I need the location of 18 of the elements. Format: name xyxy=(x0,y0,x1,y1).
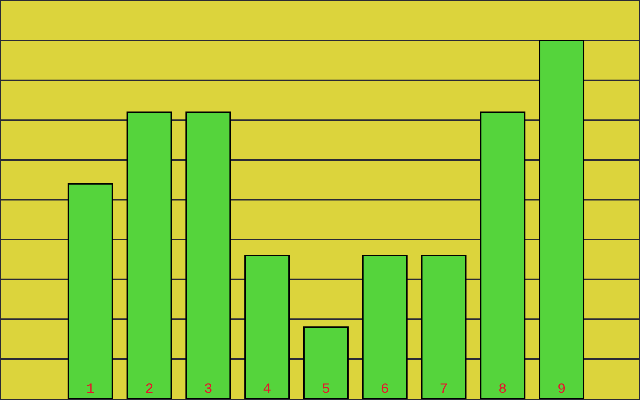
x-tick-label: 6 xyxy=(380,382,390,398)
x-tick-label: 5 xyxy=(322,382,330,398)
bar xyxy=(362,254,408,399)
bar xyxy=(244,254,290,399)
x-tick-label: 7 xyxy=(440,382,448,398)
bar xyxy=(68,183,114,399)
x-tick-label: 8 xyxy=(498,382,508,398)
x-tick-label: 2 xyxy=(145,382,154,398)
bar xyxy=(421,254,467,399)
x-tick-label: 3 xyxy=(204,382,213,398)
x-tick-label: 1 xyxy=(86,382,95,398)
bar xyxy=(480,112,526,399)
bar xyxy=(126,112,172,399)
bar xyxy=(539,40,585,399)
bar xyxy=(303,326,349,399)
x-tick-label: 4 xyxy=(263,382,272,398)
x-tick-label: 9 xyxy=(558,382,566,398)
bar xyxy=(186,112,232,399)
